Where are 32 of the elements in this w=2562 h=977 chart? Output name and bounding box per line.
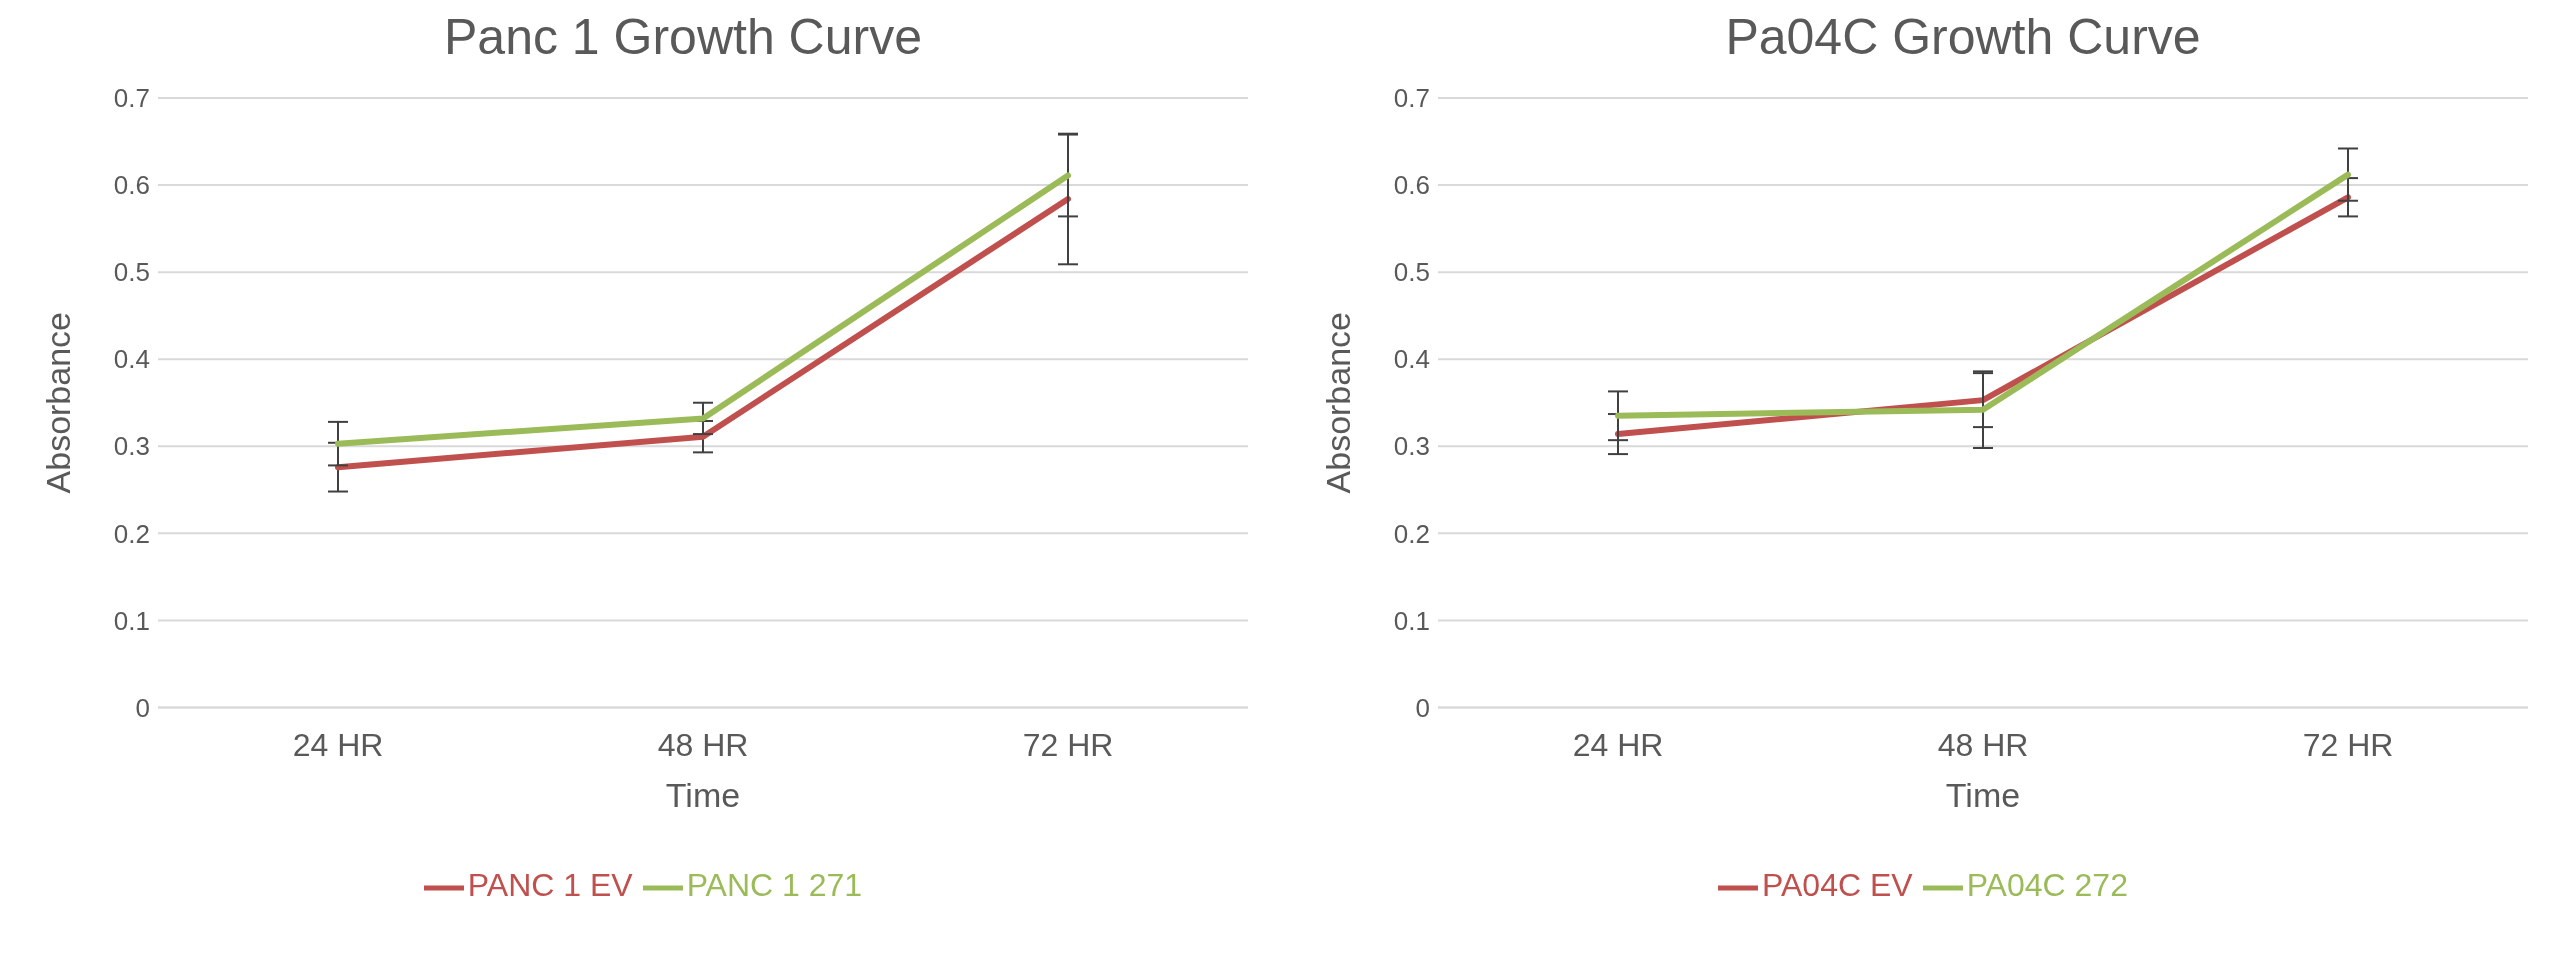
y-tick-label: 0.3 xyxy=(1393,431,1430,462)
y-tick-label: 0.6 xyxy=(1393,170,1430,201)
x-axis-title: Time xyxy=(665,776,741,815)
y-tick-label: 0 xyxy=(135,692,150,723)
y-axis-title: Absorbance xyxy=(1319,311,1358,494)
y-tick-label: 0.5 xyxy=(1393,257,1430,288)
legend-label: PA04C 272 xyxy=(1966,867,2128,904)
legend-label: PANC 1 271 xyxy=(686,867,863,904)
legend-label: PANC 1 EV xyxy=(467,867,633,904)
x-tick-label: 72 HR xyxy=(1022,727,1114,764)
y-tick-label: 0.7 xyxy=(1393,83,1430,114)
x-tick-label: 24 HR xyxy=(1572,727,1664,764)
x-tick-label: 48 HR xyxy=(657,727,749,764)
y-tick-label: 0.4 xyxy=(1393,344,1430,375)
y-tick-label: 0.2 xyxy=(1393,518,1430,549)
legend-label: PA04C EV xyxy=(1762,867,1913,904)
x-tick-label: 24 HR xyxy=(292,727,384,764)
x-tick-label: 72 HR xyxy=(2302,727,2394,764)
y-tick-label: 0 xyxy=(1415,692,1430,723)
y-tick-label: 0.3 xyxy=(113,431,150,462)
y-tick-label: 0.1 xyxy=(1393,605,1430,636)
chart-title: Panc 1 Growth Curve xyxy=(443,8,923,67)
y-tick-label: 0.6 xyxy=(113,170,150,201)
y-tick-label: 0.4 xyxy=(113,344,150,375)
y-tick-label: 0.1 xyxy=(113,605,150,636)
x-axis-title: Time xyxy=(1945,776,2021,815)
y-tick-label: 0.2 xyxy=(113,518,150,549)
x-tick-label: 48 HR xyxy=(1937,727,2029,764)
y-axis-title: Absorbance xyxy=(39,311,78,494)
chart-title: Pa04C Growth Curve xyxy=(1724,8,2202,67)
y-tick-label: 0.5 xyxy=(113,257,150,288)
y-tick-label: 0.7 xyxy=(113,83,150,114)
